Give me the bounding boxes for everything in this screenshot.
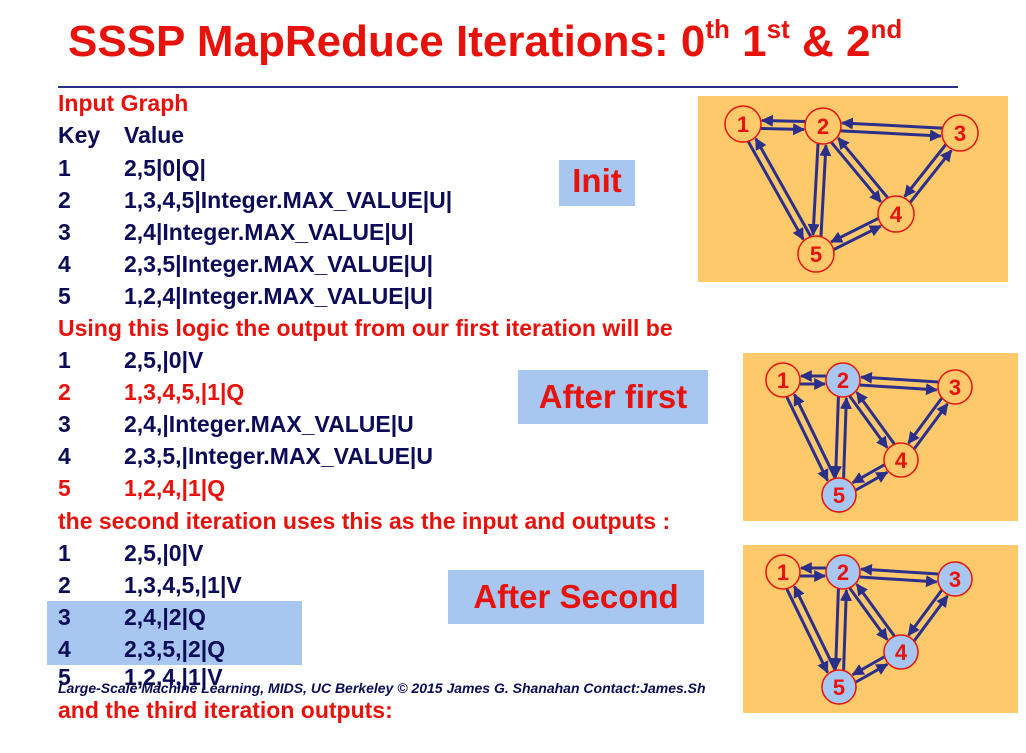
graph-node-5 xyxy=(821,477,857,513)
graph-edge-3-4 xyxy=(907,589,943,637)
graph-edge-1-5 xyxy=(785,396,829,482)
third-heading-clip: and the third iteration outputs: xyxy=(0,700,1026,753)
graph-panel-after-first: 1 2 3 4 5 xyxy=(743,353,1018,521)
graph-edge-5-4 xyxy=(855,471,889,492)
graph-node-2 xyxy=(804,107,842,145)
graph-edge-4-3 xyxy=(913,594,949,642)
input-row-4: 4 2,3,5|Integer.MAX_VALUE|U| xyxy=(58,251,434,277)
graph-node-label-4: 4 xyxy=(895,448,908,473)
graph-node-label-4: 4 xyxy=(890,202,903,227)
graph-node-4 xyxy=(877,195,915,233)
first-row-5: 5 1,2,4,|1|Q xyxy=(58,475,226,501)
input-row-1: 1 2,5|0|Q| xyxy=(58,155,206,181)
input-row-2: 2 1,3,4,5|Integer.MAX_VALUE|U| xyxy=(58,187,453,213)
graph-edge-5-1 xyxy=(793,393,837,479)
graph-panel-after-second: 1 2 3 4 5 xyxy=(743,545,1018,713)
graph-node-3 xyxy=(937,561,973,597)
graph-edge-2-1 xyxy=(760,114,806,127)
graph-edge-2-4 xyxy=(830,141,882,203)
second-iteration-heading: the second iteration uses this as the in… xyxy=(58,508,671,534)
graph-node-1 xyxy=(724,105,762,143)
graph-edge-4-2 xyxy=(837,137,889,199)
graph-edge-3-4 xyxy=(907,397,943,445)
graph-node-label-2: 2 xyxy=(817,114,829,139)
graph-node-label-2: 2 xyxy=(837,368,849,393)
third-iteration-heading: and the third iteration outputs: xyxy=(58,700,393,723)
first-row-2: 2 1,3,4,5,|1|Q xyxy=(58,379,245,405)
graph-edge-4-5 xyxy=(851,655,885,676)
graph-edge-5-1 xyxy=(793,585,837,671)
graph-edge-1-5 xyxy=(785,588,829,674)
graph-edge-4-2 xyxy=(855,391,896,445)
graph-edge-4-3 xyxy=(909,149,953,204)
second-row-3: 3 2,4,|2|Q xyxy=(58,604,206,630)
key-value-header: Key Value xyxy=(58,122,185,148)
graph-edge-5-4 xyxy=(833,224,882,251)
graph-edge-2-3 xyxy=(859,575,938,588)
graph-edge-4-5 xyxy=(851,463,885,484)
first-row-1: 1 2,5,|0|V xyxy=(58,347,204,373)
graph-node-1 xyxy=(765,554,801,590)
second-row-4: 4 2,3,5,|2|Q xyxy=(58,636,226,662)
graph-node-label-1: 1 xyxy=(777,368,789,393)
graph-edge-1-2 xyxy=(760,123,806,136)
graph-edge-1-5 xyxy=(747,140,805,241)
graph-edge-2-3 xyxy=(859,383,938,396)
graph-edge-2-3 xyxy=(840,129,943,142)
graph-node-5 xyxy=(797,235,835,273)
graph-node-label-1: 1 xyxy=(777,560,789,585)
graph-panel-init: 1 2 3 4 5 xyxy=(698,96,1008,282)
graph-node-label-4: 4 xyxy=(895,640,908,665)
input-row-5: 5 1,2,4|Integer.MAX_VALUE|U| xyxy=(58,283,434,309)
graph-node-label-5: 5 xyxy=(833,675,845,700)
graph-node-4 xyxy=(883,442,919,478)
graph-node-5 xyxy=(821,669,857,705)
graph-edge-3-2 xyxy=(860,371,939,384)
graph-edge-2-4 xyxy=(848,395,889,449)
title-divider xyxy=(58,86,958,88)
graph-edge-4-3 xyxy=(913,402,949,450)
graph-node-2 xyxy=(825,362,861,398)
graph-node-3 xyxy=(937,369,973,405)
graph-edge-5-1 xyxy=(754,137,812,238)
graph-edge-4-5 xyxy=(830,217,879,244)
graph-node-label-5: 5 xyxy=(810,242,822,267)
graph-edge-2-4 xyxy=(848,587,889,641)
label-init: Init xyxy=(559,160,635,206)
graph-edge-5-2 xyxy=(819,143,832,237)
input-row-3: 3 2,4|Integer.MAX_VALUE|U| xyxy=(58,219,414,245)
label-after-first: After first xyxy=(518,370,708,424)
graph-node-2 xyxy=(825,554,861,590)
graph-edge-3-4 xyxy=(903,143,947,198)
first-iteration-heading: Using this logic the output from our fir… xyxy=(58,315,673,341)
first-row-3: 3 2,4,|Integer.MAX_VALUE|U xyxy=(58,411,414,437)
second-row-1: 1 2,5,|0|V xyxy=(58,540,204,566)
graph-edge-5-2 xyxy=(840,588,852,671)
first-row-4: 4 2,3,5,|Integer.MAX_VALUE|U xyxy=(58,443,433,469)
graph-node-3 xyxy=(941,114,979,152)
second-row-5: 5 1,2,4,|1|V xyxy=(58,664,223,690)
label-after-second: After Second xyxy=(448,570,704,624)
graph-node-1 xyxy=(765,362,801,398)
graph-node-label-5: 5 xyxy=(833,483,845,508)
graph-edge-5-2 xyxy=(840,396,852,479)
slide-title: SSSP MapReduce Iterations: 0th 1st & 2nd xyxy=(68,14,903,66)
graph-edge-3-2 xyxy=(860,563,939,576)
graph-node-label-3: 3 xyxy=(954,121,966,146)
graph-node-label-1: 1 xyxy=(737,112,749,137)
graph-edge-2-5 xyxy=(807,143,820,237)
graph-node-label-3: 3 xyxy=(949,567,961,592)
graph-edge-4-2 xyxy=(855,583,896,637)
graph-edge-2-5 xyxy=(830,396,842,479)
graph-edge-5-4 xyxy=(855,663,889,684)
graph-edge-2-5 xyxy=(830,588,842,671)
graph-edge-3-2 xyxy=(840,117,943,130)
graph-node-4 xyxy=(883,634,919,670)
graph-node-label-2: 2 xyxy=(837,560,849,585)
highlight-band xyxy=(47,601,302,665)
footer-credit: Large-Scale Machine Learning, MIDS, UC B… xyxy=(58,680,706,696)
input-heading: Input Graph xyxy=(58,90,189,116)
graph-node-label-3: 3 xyxy=(949,375,961,400)
second-row-2: 2 1,3,4,5,|1|V xyxy=(58,572,242,598)
